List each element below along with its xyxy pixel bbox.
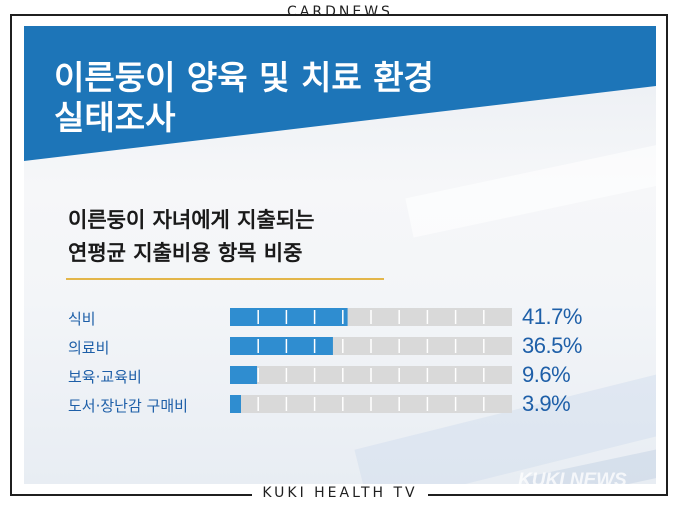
page-title: 이른둥이 양육 및 치료 환경 실태조사 <box>54 58 434 138</box>
title-line-2: 실태조사 <box>54 98 176 137</box>
footer-label: KUKI HEALTH TV <box>0 485 680 501</box>
value-label: 3.9% <box>522 391 571 416</box>
value-label: 36.5% <box>522 333 582 358</box>
subtitle-line-1: 이른둥이 자녀에게 지출되는 <box>68 208 315 232</box>
cardnews-header-label: CARDNEWS <box>0 4 680 20</box>
card: 이른둥이 양육 및 치료 환경 실태조사 이른둥이 자녀에게 지출되는 연평균 … <box>24 26 656 484</box>
subtitle-line-2: 연평균 지출비용 항목 비중 <box>68 241 303 265</box>
category-label: 식비 <box>68 310 96 328</box>
title-line-1: 이른둥이 양육 및 치료 환경 <box>54 58 434 97</box>
chart-subtitle: 이른둥이 자녀에게 지출되는 연평균 지출비용 항목 비중 <box>68 204 314 270</box>
banner-shape <box>24 26 656 161</box>
category-label: 의료비 <box>68 339 110 357</box>
category-label: 도서·장난감 구매비 <box>68 397 188 415</box>
value-label: 9.6% <box>522 362 571 387</box>
subtitle-underline <box>66 278 384 280</box>
title-banner: 이른둥이 양육 및 치료 환경 실태조사 <box>24 26 656 161</box>
category-label: 보육·교육비 <box>68 368 142 386</box>
value-label: 41.7% <box>522 304 582 329</box>
watermark: KUKI NEWS <box>518 470 627 484</box>
